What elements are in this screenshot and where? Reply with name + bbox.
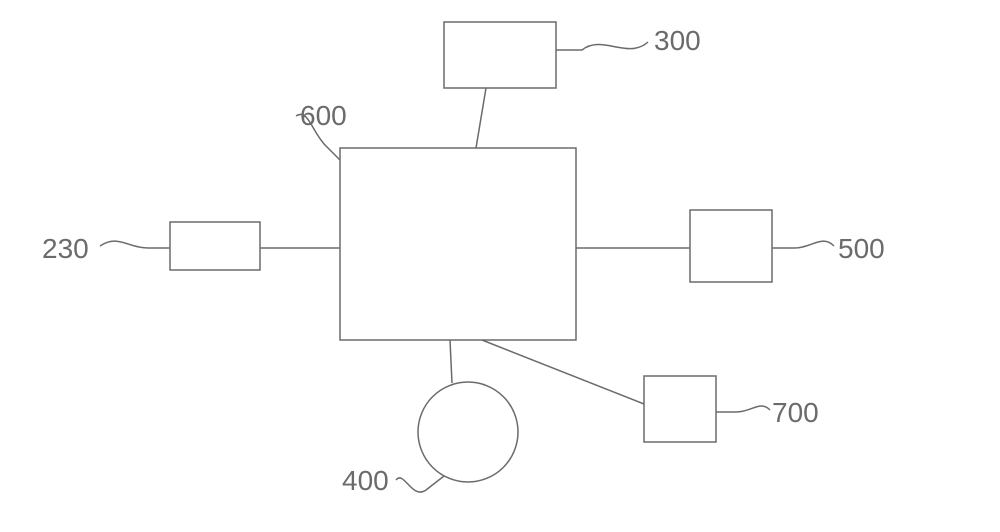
leader-ld_700: [716, 406, 770, 412]
edge-0: [476, 88, 486, 148]
label-l_600: 600: [300, 100, 347, 131]
node-box_top: [444, 22, 556, 88]
edge-4: [482, 340, 644, 404]
label-l_700: 700: [772, 397, 819, 428]
label-l_300: 300: [654, 25, 701, 56]
node-box_left: [170, 222, 260, 270]
edge-3: [450, 340, 452, 383]
label-l_400: 400: [342, 465, 389, 496]
label-l_500: 500: [838, 233, 885, 264]
leader-ld_230: [100, 241, 170, 248]
node-box_center: [340, 148, 576, 340]
node-box_right: [690, 210, 772, 282]
leader-ld_400: [396, 476, 444, 492]
node-box_br: [644, 376, 716, 442]
label-l_230: 230: [42, 233, 89, 264]
node-circle: [418, 382, 518, 482]
leader-ld_300: [556, 42, 648, 50]
leader-ld_500: [772, 241, 834, 248]
